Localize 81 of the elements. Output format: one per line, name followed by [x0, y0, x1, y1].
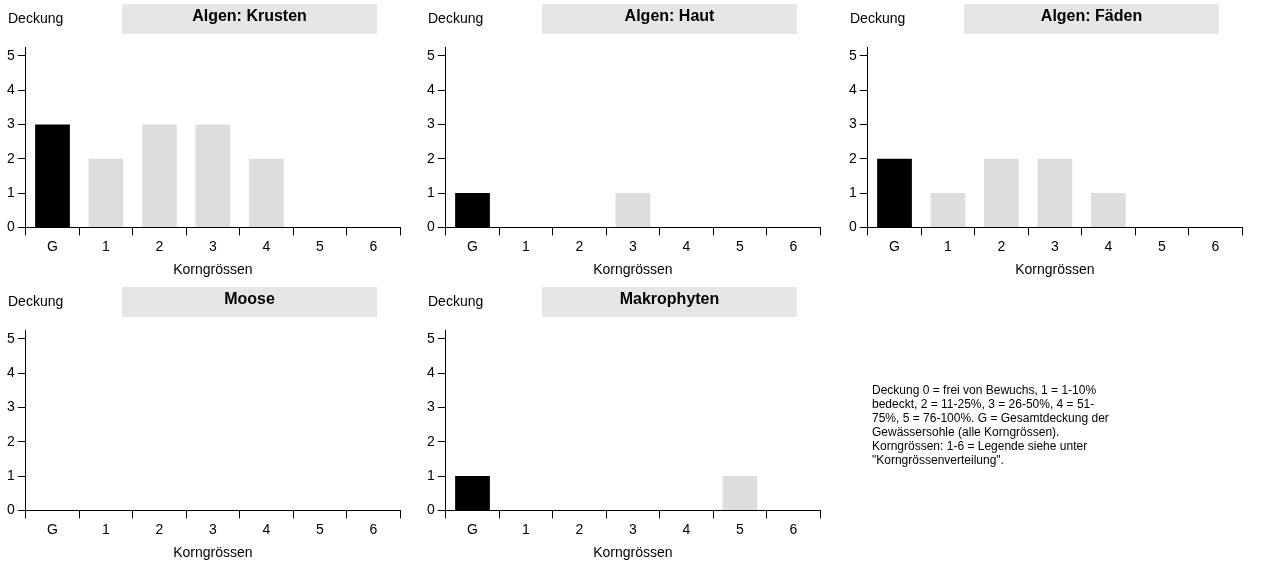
- y-tick-label: 0: [6, 218, 15, 235]
- y-tick-label: 1: [426, 183, 435, 200]
- x-tick-label: 4: [682, 237, 691, 254]
- x-tick-label: 4: [262, 520, 271, 537]
- x-tick-label: 3: [208, 520, 217, 537]
- text: Deckung 0 = frei von Bewuchs, 1 = 1-10% bedeckt, 2 = 11-25%, 3 = 26-50%, 4 = 51-75%, 5 = 76-100%. G = Gesamtdeckung der Gewässersohle (alle Korngrössen). Korngrössen: 1-6 = Legende siehe unter "Korngrössenverteilung".: [872, 383, 1110, 467]
- x-tick-label: 6: [369, 520, 378, 537]
- x-axis-title: Korngrössen: [173, 261, 253, 278]
- x-tick-label: 2: [155, 520, 164, 537]
- x-tick-label: 4: [1104, 237, 1113, 254]
- y-tick-label: 4: [6, 364, 15, 381]
- y-tick-label: 2: [6, 432, 15, 449]
- chart-title: Algen: Fäden: [964, 4, 1219, 34]
- x-tick-label: 5: [315, 520, 324, 537]
- x-tick-label: 1: [522, 520, 531, 537]
- y-tick-label: 0: [426, 218, 435, 235]
- x-tick-label: G: [889, 237, 900, 254]
- x-tick-label: 4: [682, 520, 691, 537]
- chart-title: Algen: Krusten: [122, 4, 377, 34]
- y-tick-label: 3: [426, 115, 435, 132]
- x-tick-label: 1: [102, 237, 111, 254]
- x-tick-label: G: [47, 520, 58, 537]
- y-tick-label: 4: [426, 364, 435, 381]
- y-tick-label: 5: [6, 46, 15, 63]
- y-tick-label: 0: [848, 218, 857, 235]
- x-tick-label: 6: [369, 237, 378, 254]
- y-axis-title: Deckung: [850, 10, 906, 26]
- y-tick-label: 5: [426, 46, 435, 63]
- x-tick-label: 2: [575, 520, 584, 537]
- x-axis-title: Korngrössen: [593, 544, 673, 561]
- y-tick-label: 4: [6, 81, 15, 98]
- x-tick-label: 3: [208, 237, 217, 254]
- x-tick-label: 2: [575, 237, 584, 254]
- x-tick-label: 6: [789, 520, 798, 537]
- y-axis-title: Deckung: [8, 10, 64, 26]
- y-tick-label: 5: [6, 329, 15, 346]
- x-tick-label: 5: [1157, 237, 1166, 254]
- y-tick-label: 1: [426, 466, 435, 483]
- y-tick-label: 0: [426, 501, 435, 518]
- chart-title: Makrophyten: [542, 287, 797, 317]
- x-tick-label: 3: [628, 237, 637, 254]
- y-axis-title: Deckung: [8, 293, 64, 309]
- x-tick-label: 5: [315, 237, 324, 254]
- x-tick-label: 6: [789, 237, 798, 254]
- x-tick-label: 1: [102, 520, 111, 537]
- x-tick-label: G: [467, 237, 478, 254]
- x-tick-label: G: [467, 520, 478, 537]
- x-tick-label: 1: [522, 237, 531, 254]
- y-tick-label: 4: [848, 81, 857, 98]
- y-tick-label: 1: [6, 466, 15, 483]
- y-axis-title: Deckung: [428, 293, 484, 309]
- y-tick-label: 2: [426, 149, 435, 166]
- y-tick-label: 0: [6, 501, 15, 518]
- chart-title: Moose: [122, 287, 377, 317]
- x-tick-label: 5: [735, 520, 744, 537]
- x-axis-title: Korngrössen: [593, 261, 673, 278]
- y-tick-label: 2: [848, 149, 857, 166]
- x-tick-label: 3: [1050, 237, 1059, 254]
- y-tick-label: 2: [426, 432, 435, 449]
- x-tick-label: 1: [944, 237, 953, 254]
- x-tick-label: G: [47, 237, 58, 254]
- y-axis-title: Deckung: [428, 10, 484, 26]
- x-tick-label: 6: [1211, 237, 1220, 254]
- y-tick-label: 1: [6, 183, 15, 200]
- x-axis-title: Korngrössen: [1015, 261, 1095, 278]
- y-tick-label: 5: [426, 329, 435, 346]
- y-tick-label: 3: [6, 398, 15, 415]
- y-tick-label: 2: [6, 149, 15, 166]
- x-tick-label: 2: [997, 237, 1006, 254]
- y-tick-label: 3: [426, 398, 435, 415]
- x-tick-label: 5: [735, 237, 744, 254]
- y-tick-label: 1: [848, 183, 857, 200]
- x-tick-label: 2: [155, 237, 164, 254]
- chart-title: Algen: Haut: [542, 4, 797, 34]
- y-tick-label: 4: [426, 81, 435, 98]
- x-tick-label: 4: [262, 237, 271, 254]
- x-tick-label: 3: [628, 520, 637, 537]
- x-axis-title: Korngrössen: [173, 544, 253, 561]
- y-tick-label: 3: [6, 115, 15, 132]
- y-tick-label: 3: [848, 115, 857, 132]
- y-tick-label: 5: [848, 46, 857, 63]
